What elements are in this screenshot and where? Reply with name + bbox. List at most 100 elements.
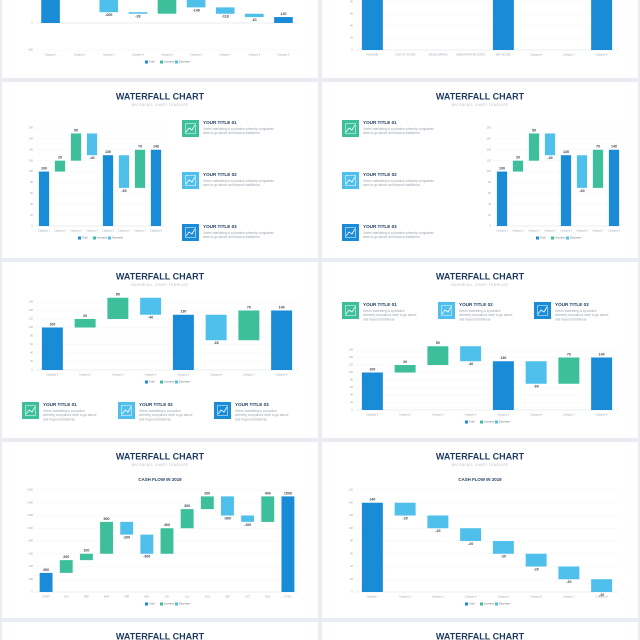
item-text: seek to go above and beyond traditional: [363, 235, 420, 239]
y-tick-label: 0: [352, 590, 354, 594]
y-tick-label: 160: [349, 488, 354, 492]
bar: [241, 515, 255, 522]
bar: [274, 17, 293, 23]
bar: [558, 566, 580, 580]
value-label: 50: [74, 128, 78, 132]
item-text: whereby companies seek to go above: [43, 413, 97, 417]
y-tick-label: 120: [487, 158, 492, 162]
bar: [79, 553, 93, 561]
x-tick-label: Category 4: [465, 414, 477, 417]
y-tick-label: 160: [349, 348, 354, 352]
x-tick-label: Category 6: [530, 54, 542, 57]
item-text: and beyond traditional: [235, 418, 267, 422]
x-tick-label: Category 8: [596, 54, 608, 57]
value-label: 400: [164, 523, 170, 527]
x-tick-label: Category 4: [544, 230, 556, 233]
item-text: seek to go above and beyond traditional: [363, 183, 420, 187]
bar: [134, 149, 146, 188]
y-tick-label: 180: [29, 126, 34, 130]
value-label: 130: [563, 150, 569, 154]
value-label: 20: [58, 156, 62, 160]
legend-label: Decrease: [179, 602, 191, 606]
x-tick-label: Category 7: [243, 374, 255, 377]
item-title: YOUR TITLE 01: [203, 120, 237, 125]
y-tick-label: 80: [30, 334, 33, 338]
x-tick-label: APR: [124, 596, 129, 599]
y-tick-label: 400: [29, 564, 34, 568]
legend-swatch: [465, 602, 468, 606]
chart-title: CASH FLOW IN 2019: [138, 477, 182, 482]
x-tick-label: Category 3: [70, 230, 82, 233]
y-tick-label: 0: [32, 21, 34, 25]
y-tick-label: 60: [488, 191, 491, 195]
value-label: 70: [596, 145, 600, 149]
item-title: YOUR TITLE 03: [363, 224, 397, 229]
bar: [118, 155, 130, 188]
legend-swatch: [551, 236, 554, 240]
item-text: Green marketing is a practice whereby co…: [363, 127, 434, 131]
value-label: -20: [566, 580, 571, 584]
item-text: Green marketing is a practice whereby co…: [363, 179, 434, 183]
x-tick-label: Category 8: [608, 230, 620, 233]
legend-label: Total: [149, 60, 155, 64]
bar: [528, 133, 540, 161]
value-label: -200: [123, 536, 130, 540]
bar: [512, 160, 524, 172]
x-tick-label: Category 2: [74, 54, 86, 57]
x-tick-label: MAR: [104, 596, 110, 599]
x-tick-label: TOTAL: [284, 596, 292, 599]
value-label: -20: [468, 542, 473, 546]
value-label: 140: [611, 145, 617, 149]
y-tick-label: 60: [350, 385, 353, 389]
y-tick-label: 160: [29, 300, 34, 304]
y-tick-label: 0: [352, 408, 354, 412]
bar: [86, 133, 98, 156]
x-tick-label: SEP: [225, 596, 230, 599]
value-label: 140: [279, 305, 285, 309]
y-tick-label: 200: [29, 577, 34, 581]
legend-label: Increase: [164, 60, 175, 64]
x-tick-label: REVENUE: [367, 54, 379, 57]
x-tick-label: Category 4: [132, 54, 144, 57]
legend-label: Total: [149, 602, 155, 606]
item-text: Green marketing is a practice: [363, 309, 405, 313]
bar: [496, 171, 508, 226]
x-tick-label: Category 1: [367, 596, 379, 599]
x-tick-label: Category 7: [592, 230, 604, 233]
y-tick-label: 1000: [27, 526, 33, 530]
legend-label: Increase: [555, 236, 566, 240]
bar: [150, 149, 162, 226]
legend-label: Increase: [164, 380, 175, 384]
legend-label: Decrease: [499, 420, 511, 424]
bar: [492, 541, 514, 554]
item-icon-glyph: [345, 124, 356, 133]
slide-title: WATERFALL CHART: [436, 91, 525, 101]
bar: [591, 579, 613, 592]
x-tick-label: Category 6: [190, 54, 202, 57]
x-tick-label: Category 3: [528, 230, 540, 233]
item-text: whereby companies seek to go above: [459, 313, 513, 317]
x-tick-label: Category 1: [38, 230, 50, 233]
y-tick-label: 1400: [27, 500, 33, 504]
value-label: 130: [180, 310, 186, 314]
item-text: seek to go above and beyond traditional: [203, 131, 260, 135]
item-icon: [22, 402, 39, 419]
x-tick-label: GROSS MARGIN: [428, 54, 447, 57]
legend-label: Increase: [484, 602, 495, 606]
value-label: 140: [599, 352, 605, 356]
bar: [238, 310, 260, 341]
item-icon-frame: [345, 175, 356, 186]
value-label: 110: [281, 12, 287, 16]
item-title: YOUR TITLE 02: [139, 402, 173, 407]
bar: [205, 314, 227, 341]
y-tick-label: 120: [349, 513, 354, 517]
x-tick-label: Category 4: [465, 596, 477, 599]
slide-title: WATERFALL CHART: [436, 271, 525, 281]
value-label: -60: [579, 189, 584, 193]
item-text: Green marketing is a practice: [459, 309, 501, 313]
x-tick-label: Category 5: [178, 374, 190, 377]
item-icon: [342, 172, 359, 189]
slide-subtitle: WATERFALL CHART TEMPLATE: [131, 463, 188, 467]
legend-label: Decrease: [179, 380, 191, 384]
legend-swatch: [175, 60, 178, 64]
